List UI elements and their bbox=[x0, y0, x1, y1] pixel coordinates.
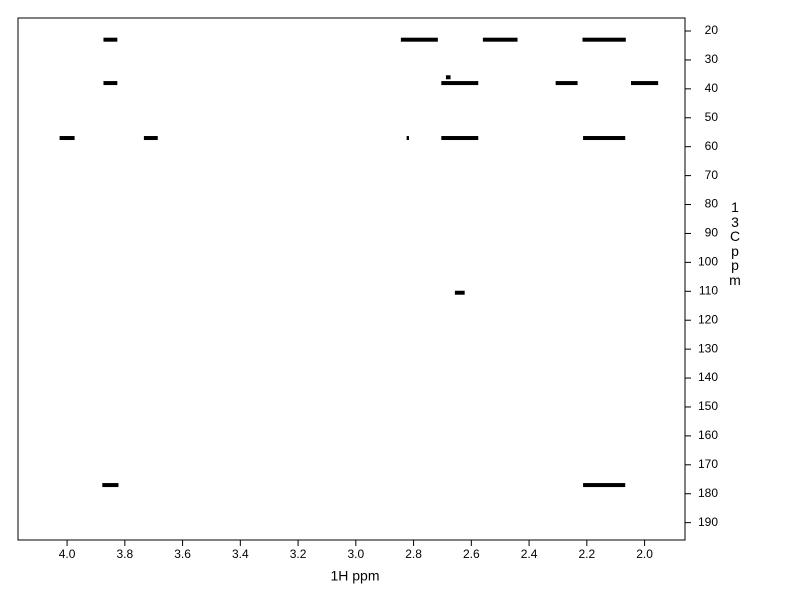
plot-frame bbox=[17, 17, 686, 541]
peak bbox=[103, 37, 118, 42]
y-tick-label: 120 bbox=[698, 312, 718, 326]
peak bbox=[583, 136, 626, 141]
y-axis-title: 13C ppm bbox=[729, 199, 744, 288]
y-tick-label: 100 bbox=[698, 255, 718, 269]
peak bbox=[482, 37, 518, 42]
peak bbox=[102, 483, 119, 488]
y-tick-label: 90 bbox=[705, 226, 719, 240]
peak bbox=[406, 136, 409, 141]
x-tick-label: 3.8 bbox=[116, 547, 133, 561]
peak bbox=[582, 37, 626, 42]
y-tick-label: 20 bbox=[705, 23, 719, 37]
y-tick-label: 140 bbox=[698, 370, 718, 384]
y-tick-label: 160 bbox=[698, 428, 718, 442]
y-tick-label: 190 bbox=[698, 515, 718, 529]
x-tick-label: 3.6 bbox=[174, 547, 191, 561]
x-tick-label: 2.2 bbox=[578, 547, 595, 561]
peak bbox=[583, 483, 626, 488]
x-tick-label: 2.6 bbox=[463, 547, 480, 561]
x-tick-label: 4.0 bbox=[59, 547, 76, 561]
peak bbox=[400, 37, 438, 42]
peak bbox=[441, 136, 479, 141]
y-tick-label: 80 bbox=[705, 197, 719, 211]
x-axis-title: 1H ppm bbox=[330, 568, 379, 584]
peak bbox=[103, 81, 118, 86]
y-tick-label: 170 bbox=[698, 457, 718, 471]
y-tick-label: 70 bbox=[705, 168, 719, 182]
y-tick-label: 60 bbox=[705, 139, 719, 153]
y-tick-label: 130 bbox=[698, 341, 718, 355]
x-tick-label: 3.0 bbox=[347, 547, 364, 561]
peak bbox=[143, 136, 158, 141]
x-tick-label: 3.4 bbox=[232, 547, 249, 561]
y-tick-label: 150 bbox=[698, 399, 718, 413]
peak bbox=[631, 81, 659, 86]
x-tick-label: 3.2 bbox=[290, 547, 307, 561]
peak bbox=[445, 75, 451, 80]
y-tick-label: 180 bbox=[698, 486, 718, 500]
peak bbox=[454, 290, 465, 295]
x-tick-label: 2.0 bbox=[636, 547, 653, 561]
peak bbox=[441, 81, 479, 86]
x-tick-label: 2.4 bbox=[521, 547, 538, 561]
y-tick-label: 30 bbox=[705, 52, 719, 66]
peak bbox=[59, 136, 75, 141]
peak bbox=[555, 81, 578, 86]
y-tick-label: 40 bbox=[705, 81, 719, 95]
y-tick-label: 110 bbox=[699, 283, 718, 297]
y-tick-label: 50 bbox=[705, 110, 719, 124]
x-tick-label: 2.8 bbox=[405, 547, 422, 561]
